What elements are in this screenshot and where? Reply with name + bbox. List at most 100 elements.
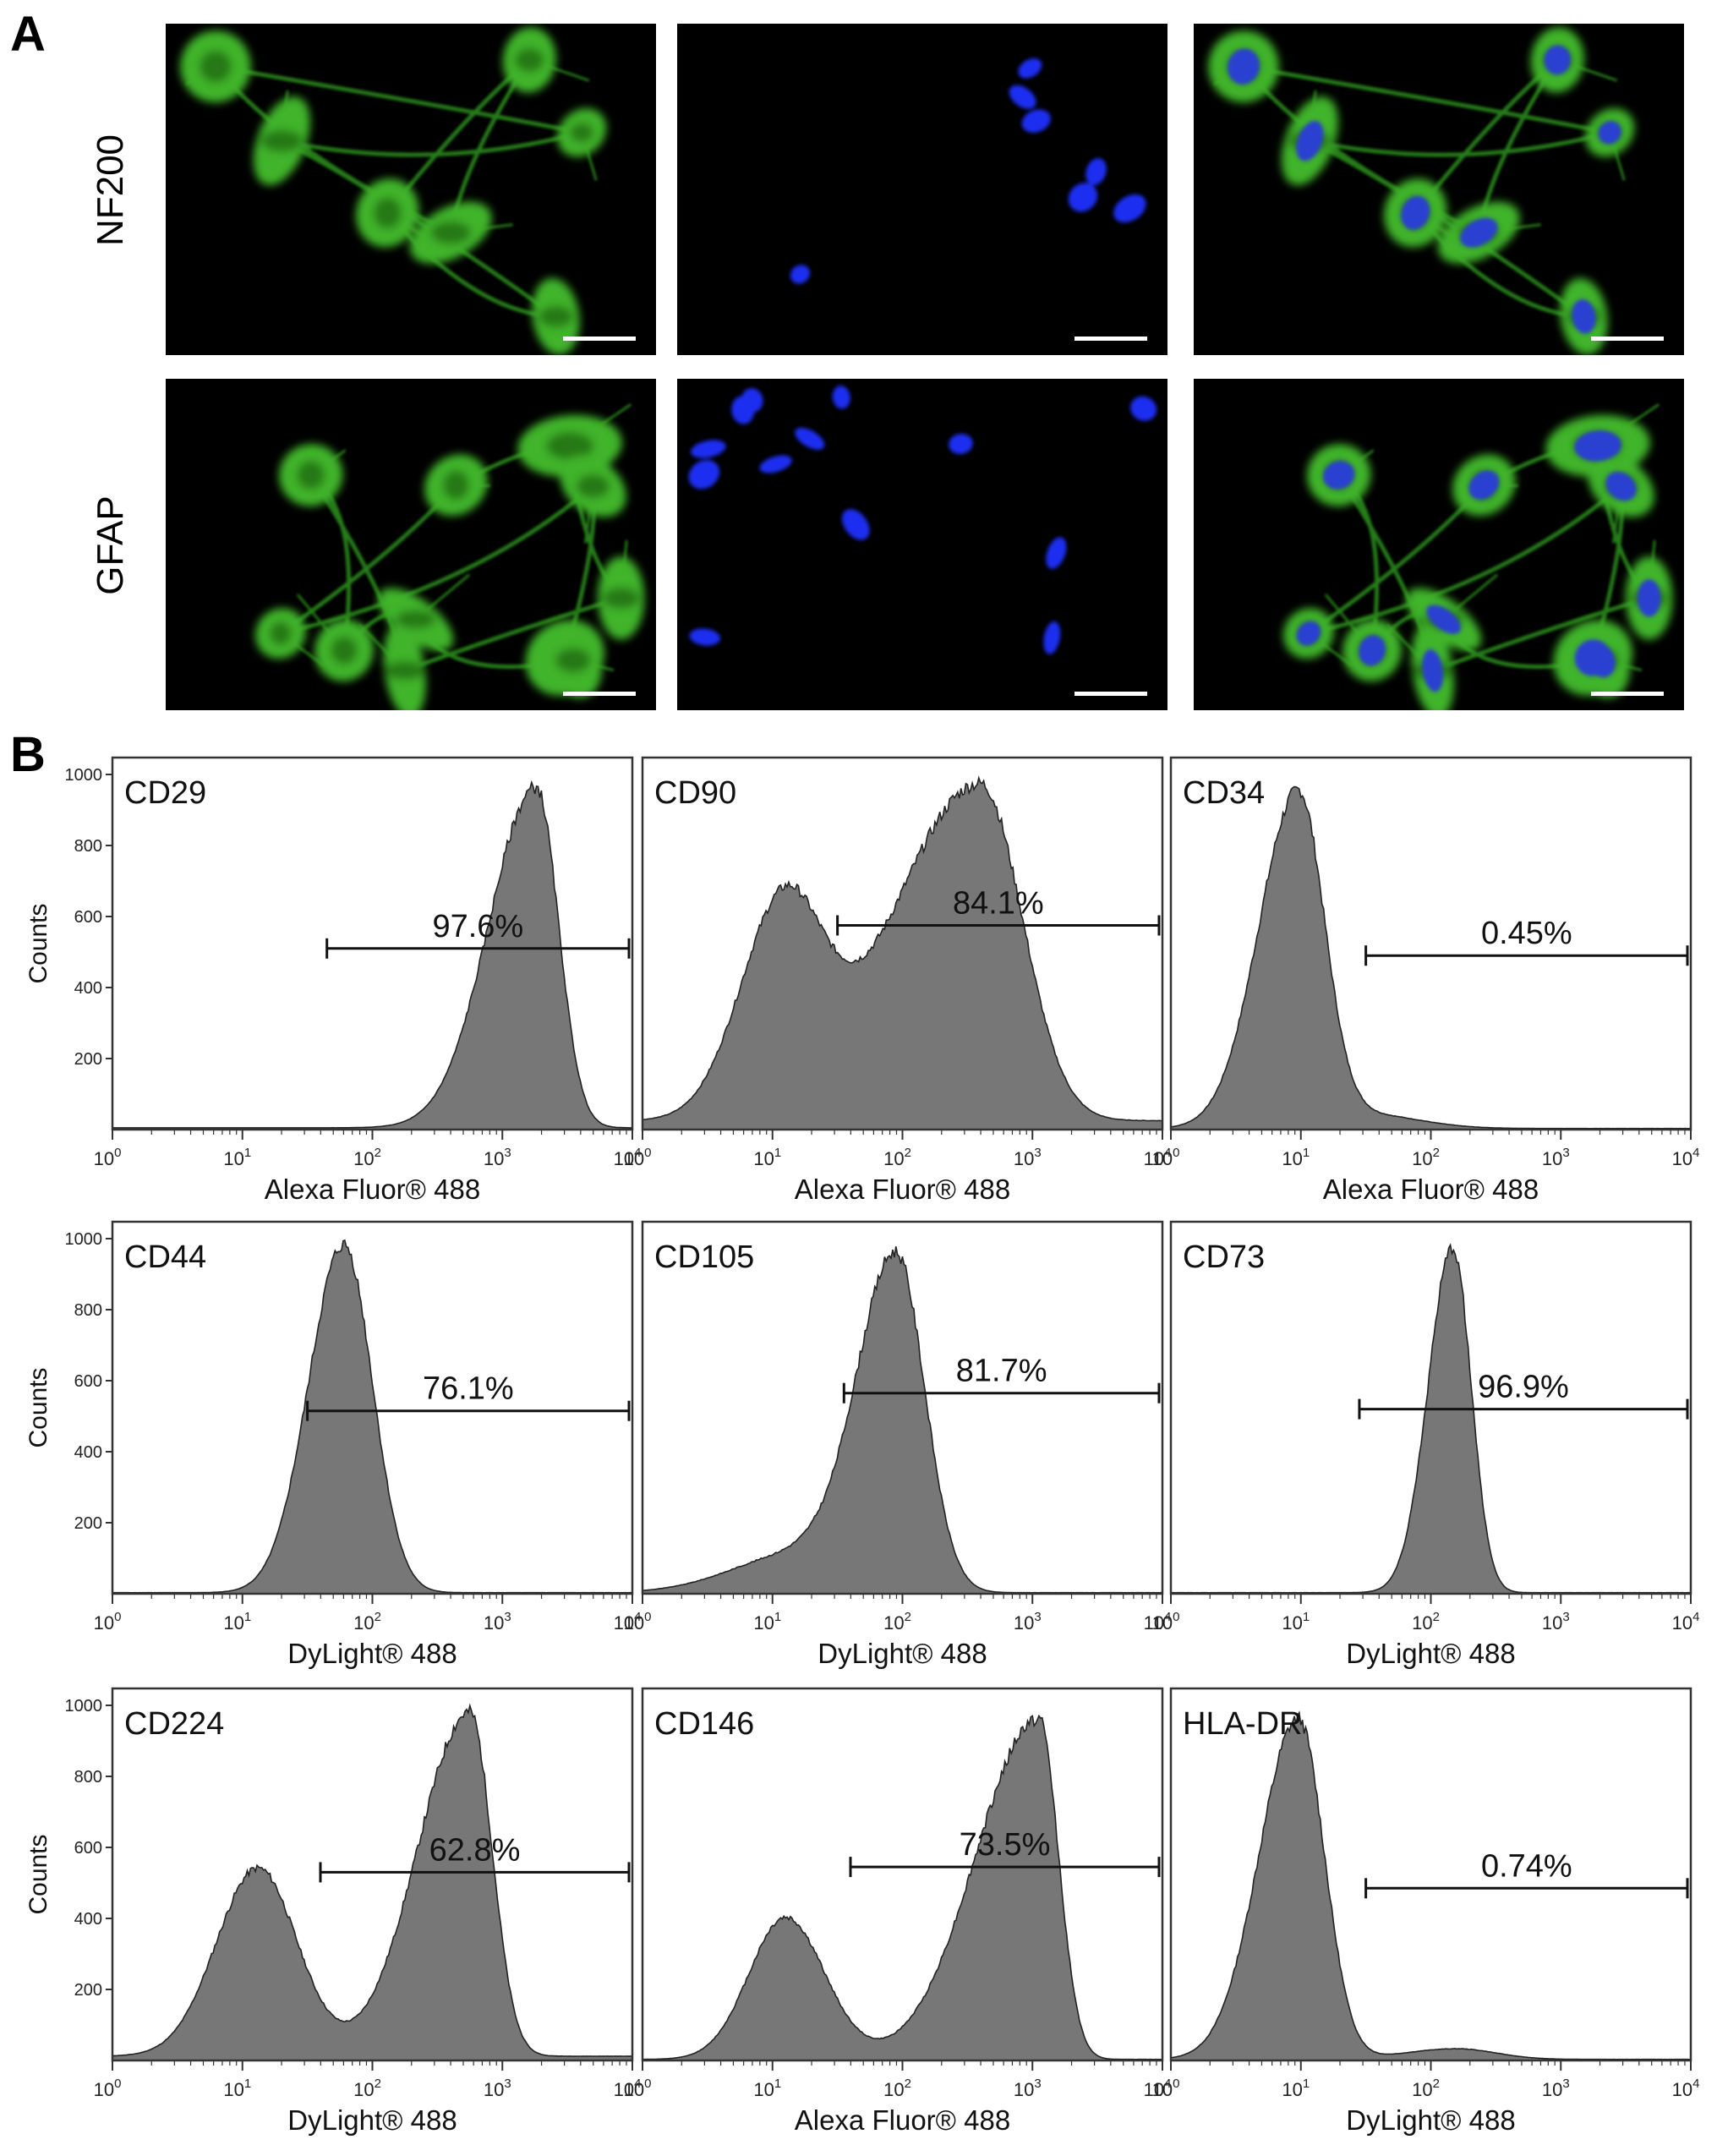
micrograph-nf200-green (166, 24, 656, 355)
x-tick-label: 101 (753, 1146, 781, 1169)
scale-bar (1074, 692, 1147, 696)
y-tick-label: 600 (74, 1372, 102, 1391)
gate-percent: 97.6% (432, 909, 523, 944)
x-tick-label: 100 (624, 1146, 652, 1169)
gate-bar (836, 915, 1161, 936)
x-tick-label: 101 (223, 1146, 251, 1169)
x-tick-label: 101 (753, 2077, 781, 2100)
gate-bar (325, 938, 631, 959)
histogram-area (112, 1239, 633, 1595)
y-tick-label: 800 (74, 837, 102, 856)
x-tick-label: 101 (223, 1610, 251, 1633)
marker-label: HLA-DR (1183, 1706, 1302, 1742)
x-axis-label: DyLight® 488 (817, 1638, 987, 1669)
scale-bar (563, 692, 636, 696)
x-axis-label: DyLight® 488 (287, 2104, 457, 2136)
x-tick-label: 103 (484, 2077, 511, 2100)
x-tick-label: 101 (753, 1610, 781, 1633)
scale-bar (563, 337, 636, 341)
micrograph-nf200-blue (677, 24, 1167, 355)
y-tick-label: 600 (74, 1839, 102, 1858)
gate-percent: 76.1% (423, 1371, 514, 1407)
x-tick-label: 100 (624, 1610, 652, 1633)
histogram-area (1170, 1243, 1692, 1595)
y-tick-label: 1000 (65, 766, 103, 785)
histogram-area (642, 1714, 1163, 2061)
x-tick-label: 100 (94, 1146, 122, 1169)
x-tick-label: 103 (484, 1146, 511, 1169)
histogram-area (1170, 785, 1692, 1130)
x-axis-label: Alexa Fluor® 488 (265, 1174, 480, 1205)
x-tick-label: 104 (1672, 1610, 1700, 1633)
x-axis-label: DyLight® 488 (1346, 1638, 1515, 1669)
histogram-area (642, 775, 1163, 1130)
x-tick-label: 101 (1282, 2077, 1310, 2100)
x-tick-label: 100 (94, 1610, 122, 1633)
marker-label: CD105 (654, 1239, 754, 1275)
scale-bar (1074, 337, 1147, 341)
micrograph-gfap-green (166, 379, 656, 710)
y-axis-label: Counts (25, 903, 52, 983)
x-axis-label: Alexa Fluor® 488 (795, 1174, 1010, 1205)
x-tick-label: 102 (1412, 1146, 1440, 1169)
x-tick-label: 104 (1672, 1146, 1700, 1169)
gate-percent: 96.9% (1478, 1370, 1569, 1405)
scale-bar (1591, 337, 1664, 341)
x-tick-label: 100 (1152, 1610, 1180, 1633)
micrograph-gfap-merge (1194, 379, 1684, 710)
scale-bar (1591, 692, 1664, 696)
y-axis-label: Counts (25, 1834, 52, 1914)
plot-frame (641, 1687, 1164, 2062)
x-tick-label: 103 (1014, 2077, 1042, 2100)
gate-percent: 81.7% (956, 1354, 1047, 1389)
gate-percent: 0.45% (1481, 916, 1572, 951)
y-tick-label: 200 (74, 1514, 102, 1533)
y-tick-label: 400 (74, 1910, 102, 1929)
histogram-cd34: 100 101 102 103 104 Alexa Fluor® 488 CD34 0.45% (1152, 756, 1700, 1205)
gate-percent: 73.5% (960, 1827, 1051, 1863)
x-tick-label: 102 (883, 1146, 911, 1169)
row-label-gfap: GFAP (90, 495, 131, 594)
x-axis-label: DyLight® 488 (287, 1638, 457, 1669)
x-tick-label: 103 (1542, 2077, 1570, 2100)
x-tick-label: 100 (1152, 1146, 1180, 1169)
y-tick-label: 400 (74, 1443, 102, 1462)
x-tick-label: 100 (94, 2077, 122, 2100)
y-tick-label: 1000 (65, 1230, 103, 1249)
micrograph-gfap-blue (677, 379, 1167, 710)
x-tick-label: 102 (883, 2077, 911, 2100)
x-tick-label: 103 (1542, 1610, 1570, 1633)
marker-label: CD224 (124, 1706, 224, 1742)
x-tick-label: 103 (1014, 1610, 1042, 1633)
x-tick-label: 102 (883, 1610, 911, 1633)
x-tick-label: 102 (353, 1610, 381, 1633)
micrograph-grid (166, 24, 1684, 710)
gate-bar (842, 1382, 1161, 1404)
y-tick-label: 400 (74, 979, 102, 998)
histogram-area (112, 780, 633, 1130)
gate-bar (319, 1862, 631, 1883)
histogram-hla-dr: 100 101 102 103 104 DyLight® 488 HLA-DR 0.74% (1152, 1687, 1699, 2136)
micrograph-nf200-merge (1194, 24, 1684, 355)
x-axis-label: Alexa Fluor® 488 (1323, 1174, 1539, 1205)
x-axis-label: DyLight® 488 (1346, 2104, 1515, 2136)
y-tick-label: 200 (74, 1050, 102, 1069)
histogram-cd73: 100 101 102 103 104 DyLight® 488 CD73 96.9% (1152, 1220, 1700, 1669)
histogram-area (1170, 1710, 1692, 2061)
x-tick-label: 101 (1282, 1610, 1310, 1633)
marker-label: CD29 (124, 775, 206, 811)
marker-label: CD73 (1183, 1239, 1265, 1275)
x-tick-label: 102 (1412, 1610, 1440, 1633)
row-label-nf200: NF200 (90, 134, 131, 246)
histogram-area (642, 1246, 1163, 1595)
gate-bar (1364, 945, 1689, 966)
panel-a-label: A (10, 7, 46, 62)
y-tick-label: 600 (74, 908, 102, 927)
